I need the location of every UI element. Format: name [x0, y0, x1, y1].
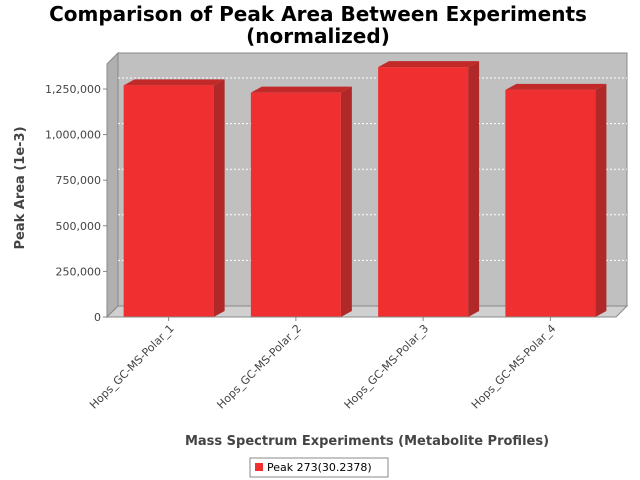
bar-side	[468, 61, 480, 317]
y-tick-label: 0	[94, 311, 101, 324]
bar	[250, 86, 352, 318]
x-tick-label: Hops_GC-MS-Polar_4	[469, 322, 559, 412]
bar-top	[250, 86, 352, 93]
legend-swatch	[255, 463, 263, 471]
y-tick-label: 250,000	[56, 265, 102, 278]
x-tick-label: Hops_GC-MS-Polar_3	[342, 322, 432, 412]
legend-box	[249, 457, 389, 478]
y-axis-label: Peak Area (1e-3)	[13, 126, 28, 249]
bar-top	[123, 79, 225, 86]
bar-front	[505, 89, 596, 317]
y-tick-label: 750,000	[56, 174, 102, 187]
x-tick-label: Hops_GC-MS-Polar_1	[87, 322, 177, 412]
chart-subtitle: (normalized)	[246, 24, 390, 48]
y-axis: 0 250,000 500,000 750,000 1,000,000 1,250,000	[45, 64, 108, 324]
legend: Peak 273(30.2378)	[249, 457, 389, 478]
bar-front	[250, 92, 341, 318]
x-tick-label: Hops_GC-MS-Polar_2	[214, 322, 304, 412]
bar	[505, 83, 607, 317]
bar-front	[378, 67, 469, 317]
bar-side	[595, 83, 607, 317]
y-tick-label: 1,000,000	[45, 129, 101, 142]
x-axis-label: Mass Spectrum Experiments (Metabolite Pr…	[185, 434, 549, 449]
plot-left-wall	[106, 51, 119, 319]
x-axis: Hops_GC-MS-Polar_1 Hops_GC-MS-Polar_2 Hops…	[87, 316, 616, 412]
bar-front	[123, 85, 214, 318]
bar-top	[378, 61, 480, 68]
bar-top	[505, 83, 607, 90]
bar-side	[340, 86, 352, 318]
bar	[123, 79, 225, 318]
bars	[123, 61, 607, 318]
y-tick-label: 1,250,000	[45, 83, 101, 96]
bar	[378, 61, 480, 317]
bar-side	[213, 79, 225, 318]
chart-title: Comparison of Peak Area Between Experime…	[49, 2, 587, 26]
y-tick-label: 500,000	[56, 220, 102, 233]
legend-label: Peak 273(30.2378)	[267, 461, 372, 474]
